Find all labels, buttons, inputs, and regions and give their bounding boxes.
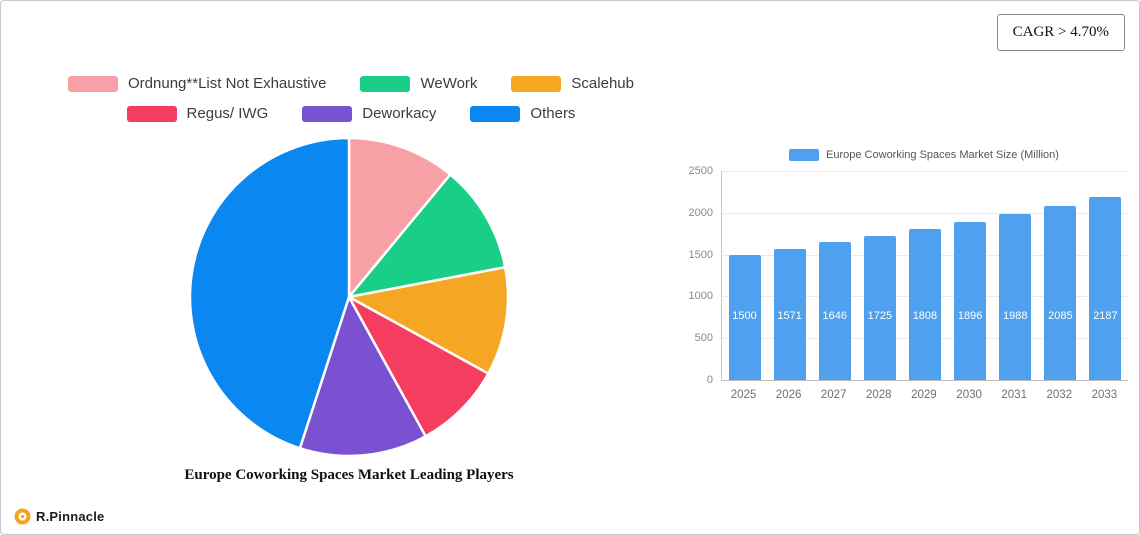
bar-chart-legend[interactable]: Europe Coworking Spaces Market Size (Mil…: [719, 149, 1129, 161]
pie-chart: [188, 136, 510, 458]
legend-label-others: Others: [530, 105, 576, 122]
bar-value-2025: 1500: [732, 310, 757, 322]
legend-swatch-others: [470, 105, 521, 122]
legend-item-others[interactable]: Others: [470, 105, 575, 122]
bar-value-2027: 1646: [822, 310, 847, 322]
pie-legend-row-2: Regus/ IWG Deworkacy Others: [31, 105, 671, 122]
x-tick-2028: 2028: [866, 389, 892, 401]
bar-chart-plot-area: 1500 1571 1646 1725 1808 1896 1988 2085 2187: [721, 171, 1128, 381]
legend-label-ordnung-list-not-exhaustive: Ordnung**List Not Exhaustive: [128, 75, 327, 92]
bar-2028[interactable]: [863, 235, 896, 380]
bar-2026[interactable]: [773, 248, 806, 380]
pie-slice-wework[interactable]: [347, 173, 507, 299]
pie-legend: Ordnung**List Not Exhaustive WeWork Scaleh…: [31, 75, 671, 122]
legend-swatch-ordnung-list-not-exhaustive: [68, 75, 119, 92]
legend-swatch-regus-iwg: [126, 105, 177, 122]
gridline-2500: [722, 171, 1128, 172]
legend-item-deworkacy[interactable]: Deworkacy: [302, 105, 436, 122]
cagr-badge: CAGR > 4.70%: [996, 14, 1125, 51]
legend-item-regus-iwg[interactable]: Regus/ IWG: [126, 105, 269, 122]
legend-label-deworkacy: Deworkacy: [362, 105, 437, 122]
pie-slice-others[interactable]: [188, 136, 351, 450]
bar-value-2028: 1725: [867, 310, 893, 322]
pie-slice-ordnung-list-not-exhaustive[interactable]: [347, 136, 452, 299]
y-tick-1500: 1500: [688, 248, 713, 261]
gridline-2000: [722, 212, 1128, 214]
bar-2031[interactable]: [999, 213, 1032, 380]
x-tick-2029: 2029: [911, 389, 937, 401]
brand-footer: R.Pinnacle: [14, 508, 104, 525]
x-tick-2026: 2026: [775, 389, 802, 401]
bar-2027[interactable]: [818, 242, 851, 380]
x-tick-2030: 2030: [956, 389, 982, 401]
bar-2030[interactable]: [954, 221, 987, 380]
legend-item-scalehub[interactable]: Scalehub: [511, 75, 634, 92]
legend-item-wework[interactable]: WeWork: [360, 75, 477, 92]
bar-value-2033: 2187: [1093, 310, 1118, 322]
y-tick-500: 500: [694, 332, 713, 345]
y-tick-2000: 2000: [688, 206, 713, 219]
bar-2033[interactable]: [1089, 197, 1122, 380]
x-tick-2032: 2032: [1046, 389, 1073, 401]
pie-legend-row-1: Ordnung**List Not Exhaustive WeWork Scaleh…: [31, 75, 671, 92]
bar-2025[interactable]: [728, 254, 761, 380]
legend-label-wework: WeWork: [420, 75, 478, 92]
y-tick-1000: 1000: [688, 290, 713, 303]
x-tick-2033: 2033: [1091, 389, 1118, 401]
legend-label-scalehub: Scalehub: [571, 75, 634, 92]
x-tick-2027: 2027: [820, 389, 847, 401]
x-tick-2025: 2025: [730, 389, 757, 401]
y-tick-2500: 2500: [688, 165, 713, 177]
bar-value-2030: 1896: [957, 310, 983, 322]
legend-swatch-wework: [360, 75, 411, 92]
bar-value-2029: 1808: [912, 310, 938, 322]
bar-legend-swatch: [789, 149, 820, 161]
bar-2032[interactable]: [1044, 205, 1077, 380]
pie-chart-title: Europe Coworking Spaces Market Leading P…: [184, 467, 514, 483]
bar-legend-label: Europe Coworking Spaces Market Size (Mil…: [826, 149, 1059, 161]
pie-slice-scalehub[interactable]: [347, 265, 510, 375]
x-tick-2031: 2031: [1001, 389, 1027, 401]
legend-item-ordnung-list-not-exhaustive[interactable]: Ordnung**List Not Exhaustive: [68, 75, 326, 92]
bar-2029[interactable]: [909, 228, 941, 380]
legend-swatch-scalehub: [511, 75, 562, 92]
bar-value-2031: 1988: [1002, 310, 1028, 322]
legend-label-regus-iwg: Regus/ IWG: [186, 105, 269, 122]
legend-swatch-deworkacy: [302, 105, 353, 122]
brand-icon: [14, 508, 31, 525]
y-tick-0: 0: [706, 374, 713, 386]
brand-name: R.Pinnacle: [36, 509, 105, 524]
bar-value-2032: 2085: [1048, 310, 1073, 322]
pie-slice-regus-iwg[interactable]: [347, 295, 490, 438]
pie-slice-deworkacy[interactable]: [298, 295, 427, 458]
bar-value-2026: 1571: [777, 310, 802, 322]
